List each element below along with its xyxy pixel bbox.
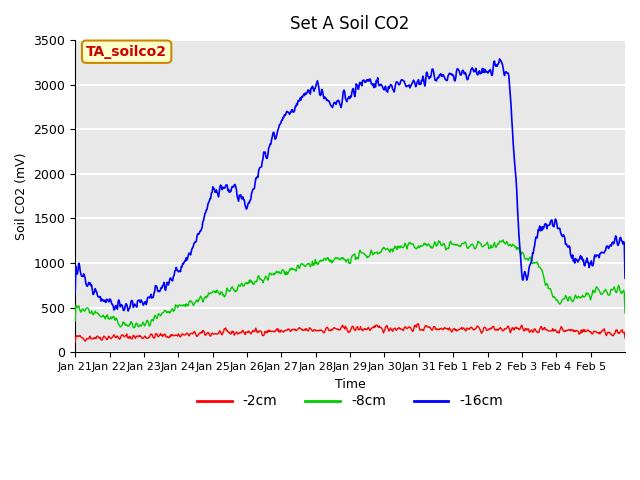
- Y-axis label: Soil CO2 (mV): Soil CO2 (mV): [15, 153, 28, 240]
- Legend: -2cm, -8cm, -16cm: -2cm, -8cm, -16cm: [191, 389, 509, 414]
- Text: TA_soilco2: TA_soilco2: [86, 45, 167, 59]
- Title: Set A Soil CO2: Set A Soil CO2: [291, 15, 410, 33]
- X-axis label: Time: Time: [335, 377, 365, 391]
